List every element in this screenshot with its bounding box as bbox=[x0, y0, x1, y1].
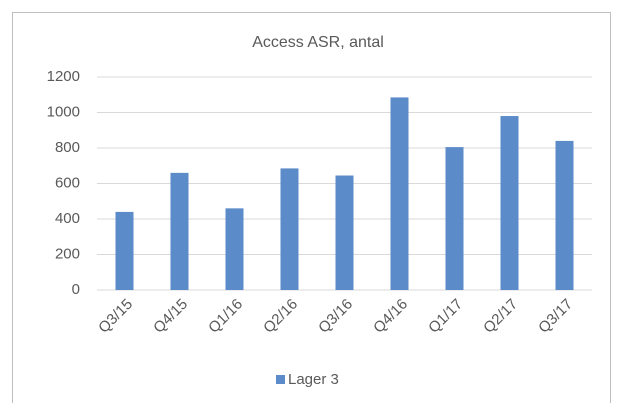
legend-label: Lager 3 bbox=[288, 371, 339, 388]
legend-swatch bbox=[276, 375, 285, 384]
y-tick-label: 1200 bbox=[47, 68, 80, 85]
y-tick-label: 1000 bbox=[47, 103, 80, 120]
y-tick-label: 800 bbox=[55, 139, 80, 156]
chart-title: Access ASR, antal bbox=[252, 34, 384, 51]
bar bbox=[555, 140, 574, 290]
bar bbox=[445, 147, 464, 290]
y-tick-label: 400 bbox=[55, 210, 80, 227]
y-tick-label: 0 bbox=[72, 281, 80, 298]
y-tick-label: 200 bbox=[55, 245, 80, 262]
chart-border bbox=[12, 12, 611, 403]
bar bbox=[335, 175, 354, 290]
bar bbox=[280, 168, 299, 290]
bar bbox=[115, 211, 134, 290]
bar bbox=[500, 116, 519, 290]
bar bbox=[390, 97, 409, 290]
bar bbox=[170, 172, 189, 290]
y-tick-label: 600 bbox=[55, 174, 80, 191]
bar bbox=[225, 208, 244, 290]
